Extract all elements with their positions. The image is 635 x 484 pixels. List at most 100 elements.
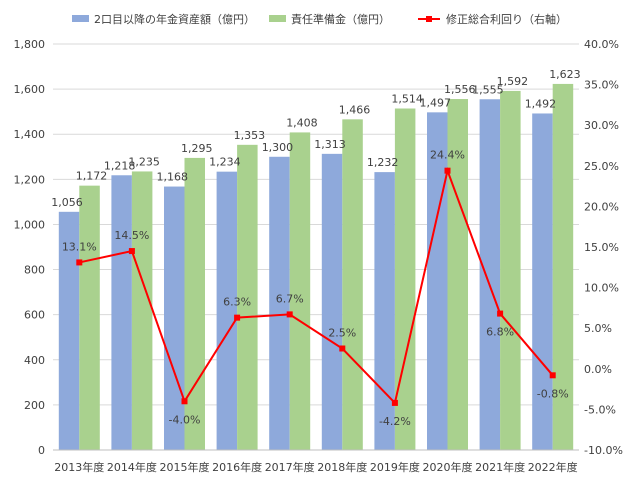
y-left-tick-label: 1,400 bbox=[14, 128, 46, 141]
bar-reserve-label: 1,235 bbox=[128, 155, 160, 168]
legend-label: 2口目以降の年金資産額（億円） bbox=[94, 12, 255, 26]
bar-asset bbox=[321, 153, 343, 450]
x-tick-label: 2020年度 bbox=[423, 460, 473, 474]
bar-reserve bbox=[79, 185, 100, 450]
y-left-tick-label: 0 bbox=[38, 444, 45, 457]
x-tick-label: 2013年度 bbox=[54, 460, 104, 474]
bar-reserve-label: 1,408 bbox=[286, 116, 318, 129]
yield-point bbox=[286, 311, 293, 318]
bar-reserve bbox=[500, 90, 521, 450]
y-right-tick-label: 25.0% bbox=[584, 160, 619, 173]
bar-asset-label: 1,555 bbox=[472, 83, 504, 96]
yield-label: 6.3% bbox=[223, 296, 251, 309]
y-right-tick-label: 20.0% bbox=[584, 200, 619, 213]
legend-label: 責任準備金（億円） bbox=[291, 12, 390, 26]
y-right-tick-label: -5.0% bbox=[584, 403, 616, 416]
bar-reserve bbox=[552, 83, 574, 450]
bar-asset bbox=[269, 156, 290, 450]
y-right-tick-label: 5.0% bbox=[584, 322, 612, 335]
bars bbox=[58, 83, 574, 451]
y-right-tick-label: 15.0% bbox=[584, 241, 619, 254]
bar-reserve-label: 1,514 bbox=[391, 93, 423, 106]
bar-reserve bbox=[237, 144, 258, 450]
yield-point bbox=[391, 399, 398, 406]
bar-reserve-label: 1,466 bbox=[339, 103, 371, 116]
bar-asset-label: 1,234 bbox=[209, 156, 241, 169]
bar-asset bbox=[58, 211, 80, 450]
legend-marker bbox=[426, 16, 432, 22]
y-left-tick-label: 600 bbox=[24, 309, 45, 322]
bar-asset-label: 1,492 bbox=[525, 97, 557, 110]
bar-asset bbox=[216, 171, 238, 451]
x-tick-label: 2016年度 bbox=[212, 460, 262, 474]
yield-label: -0.8% bbox=[537, 387, 569, 400]
yield-label: 13.1% bbox=[62, 240, 97, 253]
bar-reserve bbox=[342, 119, 363, 450]
y-left-tick-label: 1,000 bbox=[14, 218, 46, 231]
bar-asset bbox=[374, 172, 395, 451]
y-left-tick-label: 200 bbox=[24, 399, 45, 412]
bar-reserve-label: 1,353 bbox=[234, 129, 266, 142]
y-left-tick-label: 1,200 bbox=[14, 173, 46, 186]
x-tick-label: 2014年度 bbox=[107, 460, 157, 474]
bar-reserve bbox=[184, 157, 205, 450]
y-right-tick-label: 30.0% bbox=[584, 119, 619, 132]
bar-asset-label: 1,300 bbox=[262, 141, 294, 154]
bar-asset-label: 1,497 bbox=[420, 96, 452, 109]
yield-point bbox=[444, 167, 451, 174]
yield-label: -4.0% bbox=[169, 413, 201, 426]
bar-asset bbox=[164, 186, 185, 450]
legend-swatch bbox=[72, 15, 89, 22]
y-right-tick-label: 35.0% bbox=[584, 79, 619, 92]
yield-point bbox=[181, 398, 188, 405]
bar-asset-label: 1,313 bbox=[314, 138, 346, 151]
yield-label: 6.8% bbox=[486, 326, 514, 339]
bar-asset bbox=[532, 113, 553, 451]
bar-asset bbox=[427, 112, 448, 451]
y-right-tick-label: -10.0% bbox=[584, 444, 623, 457]
bar-asset-label: 1,232 bbox=[367, 156, 399, 169]
yield-point bbox=[497, 310, 504, 317]
y-right-tick-label: 40.0% bbox=[584, 38, 619, 51]
yield-point bbox=[76, 259, 83, 266]
yield-label: 6.7% bbox=[276, 292, 304, 305]
yield-label: -4.2% bbox=[379, 415, 411, 428]
bar-reserve-label: 1,623 bbox=[549, 68, 581, 81]
x-tick-label: 2017年度 bbox=[265, 460, 315, 474]
tick-labels: 0 200 400 600 800 1,000 1,200 1,400 1,600 1,800 -1… bbox=[14, 38, 623, 474]
bar-asset-label: 1,168 bbox=[157, 171, 189, 184]
yield-point bbox=[339, 345, 346, 352]
y-right-tick-label: 0.0% bbox=[584, 363, 612, 376]
y-left-tick-label: 400 bbox=[24, 354, 45, 367]
yield-label: 14.5% bbox=[114, 229, 149, 242]
x-tick-label: 2015年度 bbox=[160, 460, 210, 474]
legend-label: 修正総合利回り（右軸） bbox=[446, 12, 567, 26]
legend: 2口目以降の年金資産額（億円） 責任準備金（億円） 修正総合利回り（右軸） bbox=[72, 12, 567, 26]
yield-label: 2.5% bbox=[328, 327, 356, 340]
bar-reserve-label: 1,172 bbox=[76, 170, 108, 183]
yield-label: 24.4% bbox=[430, 149, 465, 162]
x-tick-label: 2019年度 bbox=[370, 460, 420, 474]
bar-reserve-label: 1,592 bbox=[497, 75, 529, 88]
yield-point bbox=[128, 248, 135, 255]
legend-swatch bbox=[269, 15, 286, 22]
bar-asset bbox=[111, 175, 132, 451]
bar-reserve bbox=[394, 108, 416, 451]
y-left-tick-label: 1,800 bbox=[14, 38, 46, 51]
y-right-tick-label: 10.0% bbox=[584, 282, 619, 295]
bar-reserve-label: 1,556 bbox=[444, 83, 476, 96]
bar-asset-label: 1,056 bbox=[51, 196, 83, 209]
yield-line-path bbox=[79, 167, 554, 405]
bar-reserve bbox=[131, 171, 153, 450]
yield-line bbox=[76, 167, 556, 406]
x-tick-label: 2021年度 bbox=[475, 460, 525, 474]
bar-reserve bbox=[289, 132, 311, 450]
x-tick-label: 2022年度 bbox=[528, 460, 578, 474]
y-left-tick-label: 800 bbox=[24, 264, 45, 277]
bar-asset bbox=[479, 99, 501, 450]
bar-reserve-label: 1,295 bbox=[181, 142, 213, 155]
y-left-tick-label: 1,600 bbox=[14, 83, 46, 96]
yield-point bbox=[234, 314, 241, 321]
